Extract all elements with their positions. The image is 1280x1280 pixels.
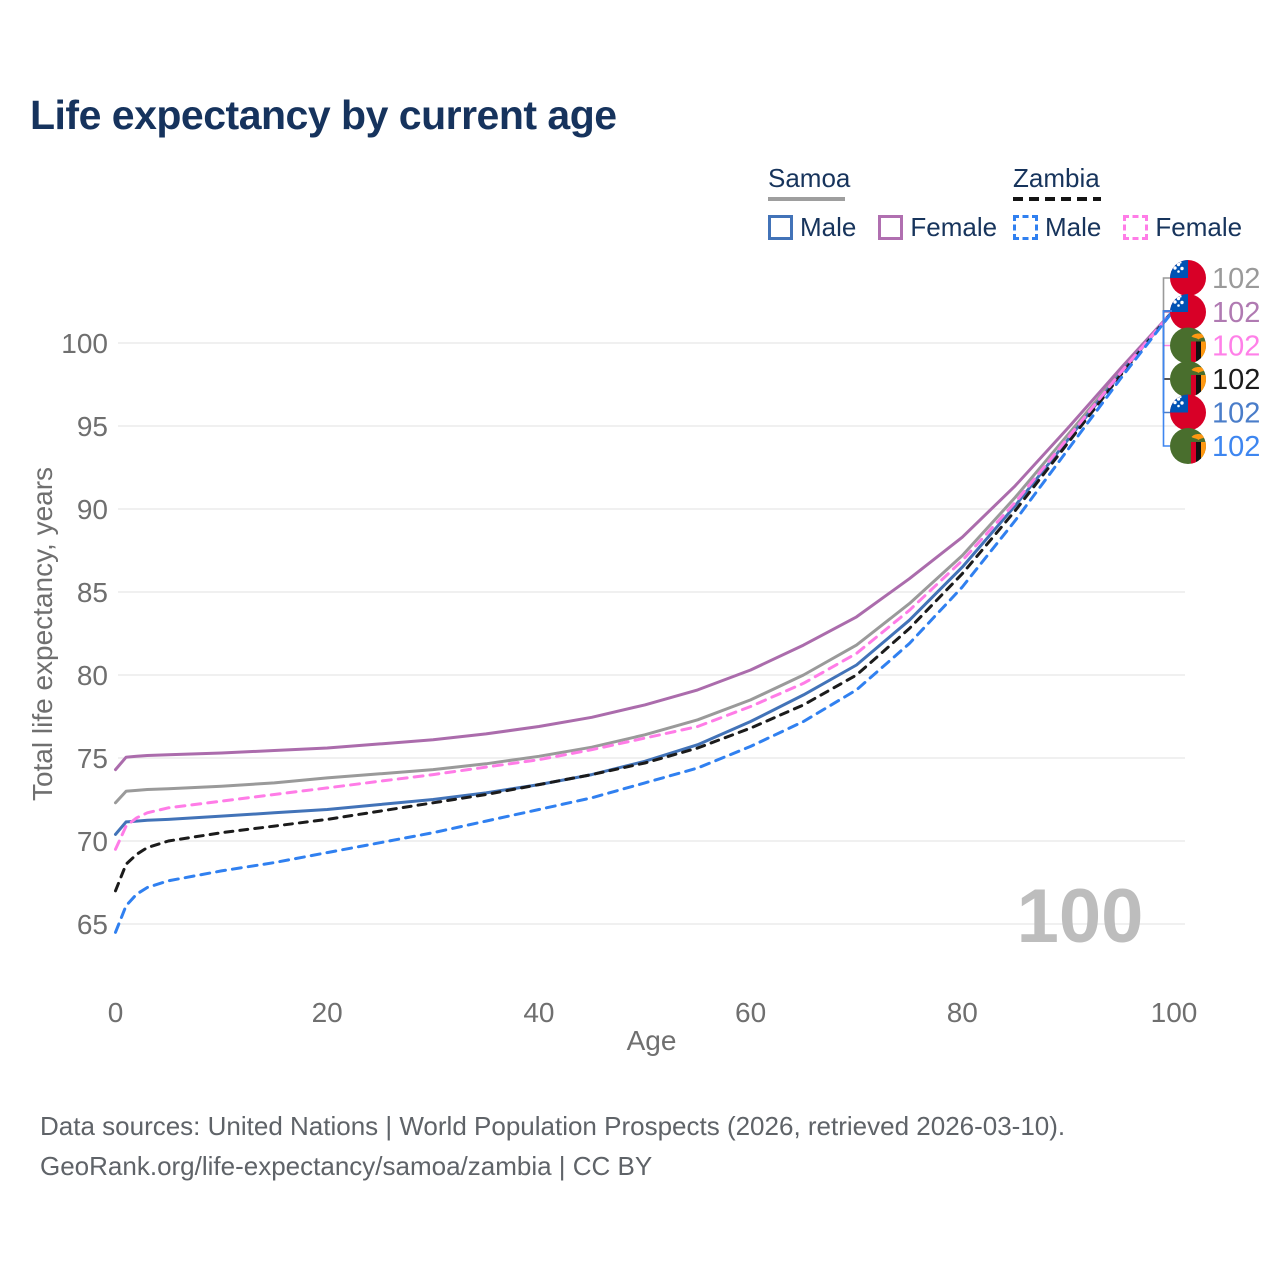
footer: Data sources: United Nations | World Pop…: [40, 1106, 1065, 1186]
line-zambia-female: [114, 308, 1176, 851]
end-label-value: 102: [1212, 431, 1260, 463]
samoa-female-label: Female: [910, 212, 998, 242]
samoa-female-swatch: [878, 215, 904, 240]
line-samoa: [114, 308, 1176, 805]
samoa-flag-icon: [1170, 260, 1206, 296]
samoa-male-swatch: [768, 215, 793, 240]
legend-header-samoa: Samoa: [768, 163, 997, 201]
zambia-flag-icon: [1170, 361, 1206, 397]
legend-header-zambia-label: Zambia: [1013, 163, 1100, 193]
zambia-male-swatch: [1013, 215, 1038, 240]
legend-item-zambia-male[interactable]: Male: [1013, 212, 1101, 243]
zambia-flag-icon: [1170, 428, 1206, 464]
series-lines: [114, 308, 1176, 934]
legend-group-samoa: Samoa Male Female: [768, 163, 997, 243]
leader-line-zambia-male: [1162, 310, 1172, 447]
page-title: Life expectancy by current age: [30, 92, 617, 138]
end-label-samoa-female: 102: [1170, 294, 1260, 330]
legend-row-samoa: Male Female: [768, 212, 997, 243]
line-samoa-male: [114, 308, 1176, 836]
y-tick-95: 95: [77, 411, 108, 442]
x-axis-ticks: 0 20 40 60 80 100: [108, 997, 1198, 1028]
legend-header-zambia: Zambia: [1013, 163, 1242, 201]
end-label-value: 102: [1212, 364, 1260, 396]
samoa-line-style-swatch: [768, 197, 845, 201]
x-tick-100: 100: [1151, 997, 1198, 1028]
x-axis-label: Age: [627, 1025, 677, 1056]
x-tick-80: 80: [947, 997, 978, 1028]
leader-line-samoa-male: [1162, 310, 1172, 414]
end-label-samoa-male: 102: [1170, 394, 1260, 431]
y-tick-80: 80: [77, 660, 108, 691]
legend-group-zambia: Zambia Male Female: [1013, 163, 1242, 243]
samoa-male-label: Male: [800, 212, 857, 242]
zambia-male-label: Male: [1045, 212, 1102, 242]
samoa-flag-icon: [1170, 294, 1206, 330]
footer-data-sources: Data sources: United Nations | World Pop…: [40, 1111, 1066, 1141]
samoa-flag-icon: [1170, 394, 1206, 431]
y-axis-ticks: 65 70 75 80 85 90 95 100: [61, 328, 108, 940]
legend-item-samoa-female[interactable]: Female: [878, 212, 997, 243]
end-label-value: 102: [1212, 398, 1260, 430]
zambia-flag-icon: [1170, 327, 1206, 364]
end-label-zambia-male: 102: [1170, 428, 1260, 464]
y-tick-100: 100: [61, 328, 108, 359]
age-watermark: 100: [1017, 874, 1144, 959]
end-label-zambia: 102: [1170, 361, 1260, 397]
legend-item-zambia-female[interactable]: Female: [1123, 212, 1242, 243]
line-samoa-female: [114, 308, 1176, 772]
end-label-samoa: 102: [1170, 260, 1260, 296]
zambia-female-swatch: [1123, 215, 1149, 240]
x-tick-40: 40: [523, 997, 554, 1028]
end-label-value: 102: [1212, 297, 1260, 329]
x-tick-0: 0: [108, 997, 124, 1028]
y-tick-75: 75: [77, 743, 108, 774]
y-tick-90: 90: [77, 494, 108, 525]
zambia-female-label: Female: [1155, 212, 1243, 242]
line-zambia-male: [114, 308, 1176, 934]
end-label-value: 102: [1212, 263, 1260, 295]
y-tick-65: 65: [77, 909, 108, 940]
end-label-zambia-female: 102: [1170, 327, 1260, 364]
x-tick-60: 60: [735, 997, 766, 1028]
x-tick-20: 20: [312, 997, 343, 1028]
y-tick-85: 85: [77, 577, 108, 608]
legend-header-samoa-label: Samoa: [768, 163, 851, 193]
y-tick-70: 70: [77, 826, 108, 857]
y-axis-label: Total life expectancy, years: [27, 467, 58, 801]
footer-attribution: GeoRank.org/life-expectancy/samoa/zambia…: [40, 1151, 653, 1181]
legend-row-zambia: Male Female: [1013, 212, 1242, 243]
legend-item-samoa-male[interactable]: Male: [768, 212, 856, 243]
end-label-value: 102: [1212, 331, 1260, 363]
zambia-line-style-swatch: [1013, 197, 1101, 201]
line-zambia: [114, 308, 1176, 893]
gridlines: [118, 342, 1185, 925]
